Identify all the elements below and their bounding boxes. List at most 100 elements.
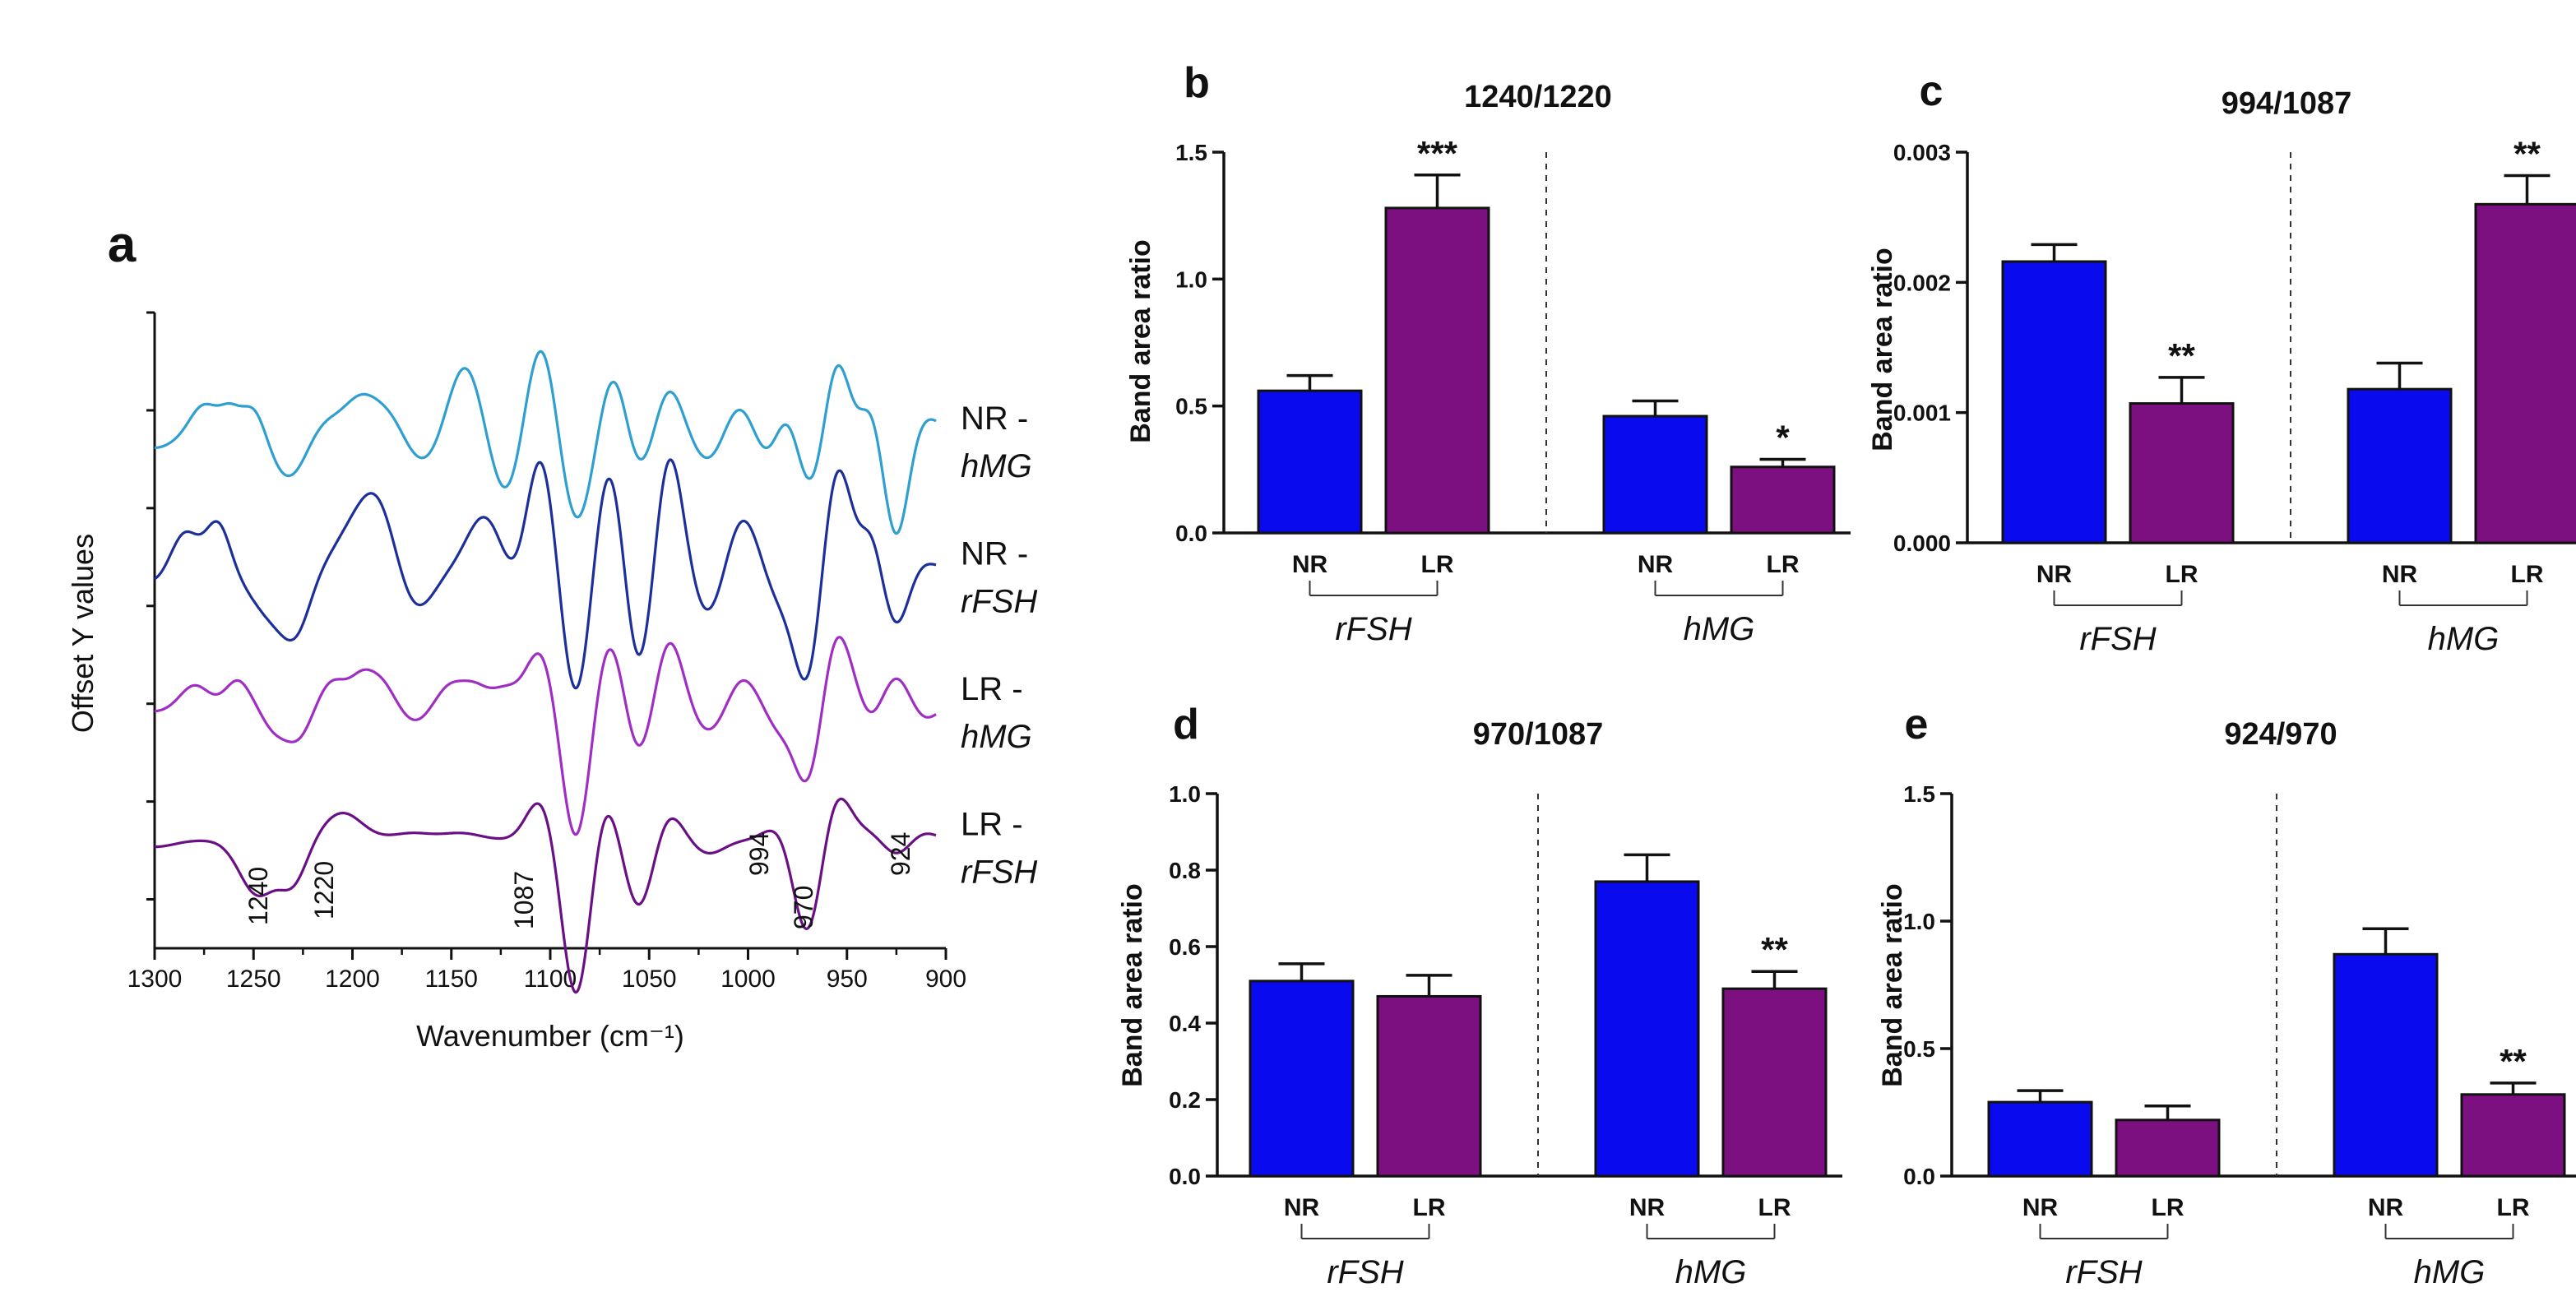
panel-label-b: b <box>1184 59 1210 107</box>
y-tick-label-d: 0.6 <box>1169 934 1201 960</box>
group-label-hmg: hMG <box>1675 1254 1747 1290</box>
panel-label-d: d <box>1173 701 1199 748</box>
spectrum-line-nr-hmg <box>154 350 937 535</box>
significance-marker: *** <box>1417 134 1458 173</box>
x-tick-label-c: NR <box>2382 561 2418 588</box>
chart-title-d: 970/1087 <box>1473 717 1604 752</box>
x-tick-label-e: NR <box>2022 1194 2059 1221</box>
y-tick-label-c: 0.002 <box>1893 270 1951 295</box>
bar-lr-rfsh <box>1376 994 1482 1178</box>
x-tick-label-a: 1200 <box>325 966 380 993</box>
group-label-rfsh: rFSH <box>2079 621 2156 657</box>
x-tick-label-b: NR <box>1638 551 1674 578</box>
series-label-bottom: hMG <box>961 719 1032 755</box>
y-axis-label-c: Band area ratio <box>1867 248 1898 452</box>
chart-title-b: 1240/1220 <box>1464 80 1612 114</box>
significance-marker: ** <box>2513 135 2541 174</box>
group-label-hmg: hMG <box>2428 621 2500 657</box>
x-tick-label-e: LR <box>2497 1194 2530 1221</box>
bar-lr-rfsh <box>2129 402 2235 544</box>
x-tick-label-d: NR <box>1629 1194 1666 1221</box>
y-tick-label-b: 0.0 <box>1175 521 1207 546</box>
x-tick-label-b: LR <box>1421 551 1454 578</box>
x-tick-label-d: LR <box>1758 1194 1791 1221</box>
spectrum-line-lr-hmg <box>154 636 937 836</box>
series-label-bottom: hMG <box>961 448 1032 484</box>
bar-lr-hmg <box>2474 202 2576 544</box>
series-label-bottom: rFSH <box>961 854 1037 890</box>
significance-marker: ** <box>2500 1042 2527 1081</box>
x-tick-label-b: NR <box>1292 551 1328 578</box>
y-tick-label-e: 0.0 <box>1903 1164 1935 1189</box>
y-tick-label-b: 1.5 <box>1175 140 1207 165</box>
y-tick-label-b: 0.5 <box>1175 394 1207 419</box>
bar-nr-hmg <box>2333 952 2439 1178</box>
bar-nr-hmg <box>2347 387 2453 544</box>
y-tick-label-e: 1.5 <box>1903 781 1935 807</box>
series-label-top: NR - <box>961 401 1028 437</box>
chart-title-c: 994/1087 <box>2222 86 2352 121</box>
series-label-top: LR - <box>961 671 1023 707</box>
peak-annotation: 970 <box>789 886 818 929</box>
panel-label-e: e <box>1905 701 1929 748</box>
peak-annotation: 994 <box>744 832 774 876</box>
peak-annotation: 1220 <box>309 861 339 919</box>
series-label-top: LR - <box>961 806 1023 842</box>
peak-annotation: 1240 <box>243 867 273 925</box>
bar-lr-rfsh <box>1384 206 1490 535</box>
series-label-top: NR - <box>961 535 1028 572</box>
y-axis-label-b: Band area ratio <box>1125 239 1156 443</box>
x-tick-label-e: NR <box>2368 1194 2404 1221</box>
y-tick-label-d: 0.0 <box>1169 1164 1201 1189</box>
y-tick-label-d: 1.0 <box>1169 781 1201 807</box>
y-axis-label-e: Band area ratio <box>1877 883 1908 1087</box>
x-tick-label-d: NR <box>1284 1194 1320 1221</box>
group-label-hmg: hMG <box>2414 1254 2486 1290</box>
group-label-hmg: hMG <box>1684 611 1755 647</box>
y-axis-label-a: Offset Y values <box>66 534 100 733</box>
x-tick-label-a: 950 <box>827 966 868 993</box>
chart-title-e: 924/970 <box>2224 717 2337 752</box>
y-tick-label-d: 0.2 <box>1169 1087 1201 1113</box>
bar-nr-rfsh <box>1987 1100 2093 1178</box>
x-tick-label-c: NR <box>2036 561 2073 588</box>
spectrum-line-nr-rfsh <box>154 458 937 690</box>
group-label-rfsh: rFSH <box>2065 1254 2142 1290</box>
y-tick-label-e: 0.5 <box>1903 1036 1935 1062</box>
y-tick-label-d: 0.8 <box>1169 858 1201 883</box>
panel-label-c: c <box>1920 67 1944 115</box>
y-tick-label-c: 0.000 <box>1893 530 1951 556</box>
x-tick-label-a: 1150 <box>424 966 478 993</box>
x-tick-label-e: LR <box>2152 1194 2185 1221</box>
group-label-rfsh: rFSH <box>1327 1254 1403 1290</box>
y-tick-label-b: 1.0 <box>1175 266 1207 292</box>
x-tick-label-c: LR <box>2511 561 2544 588</box>
x-tick-label-a: 1300 <box>127 966 183 993</box>
x-tick-label-a: 1250 <box>226 966 281 993</box>
significance-marker: ** <box>2168 336 2195 375</box>
panel-label-a: a <box>108 216 137 273</box>
bar-nr-hmg <box>1594 880 1700 1178</box>
y-tick-label-e: 1.0 <box>1903 909 1935 934</box>
panel-e: e 924/970 Band area ratio 0.0 0.5 1.0 1.5 NR LR N… <box>1877 701 2576 1290</box>
panel-c: c 994/1087 Band area ratio 0.000 0.001 0.002 0… <box>1867 67 2576 657</box>
bar-lr-hmg <box>1721 987 1828 1178</box>
peak-annotation: 924 <box>886 832 915 876</box>
x-tick-label-a: 900 <box>925 966 966 993</box>
significance-marker: ** <box>1761 930 1788 969</box>
group-label-rfsh: rFSH <box>1335 611 1411 647</box>
x-tick-label-a: 1050 <box>622 966 677 993</box>
bar-nr-rfsh <box>1249 980 1355 1178</box>
x-tick-label-b: LR <box>1767 551 1800 578</box>
peak-annotation: 1087 <box>509 871 539 929</box>
y-tick-label-c: 0.001 <box>1893 401 1951 426</box>
spectrum-line-lr-rfsh <box>154 797 937 994</box>
y-tick-label-c: 0.003 <box>1893 140 1951 165</box>
bar-nr-hmg <box>1602 414 1708 535</box>
x-tick-label-d: LR <box>1413 1194 1446 1221</box>
bar-lr-rfsh <box>2115 1118 2221 1178</box>
bar-lr-hmg <box>1730 465 1836 535</box>
bar-nr-rfsh <box>2001 260 2107 544</box>
